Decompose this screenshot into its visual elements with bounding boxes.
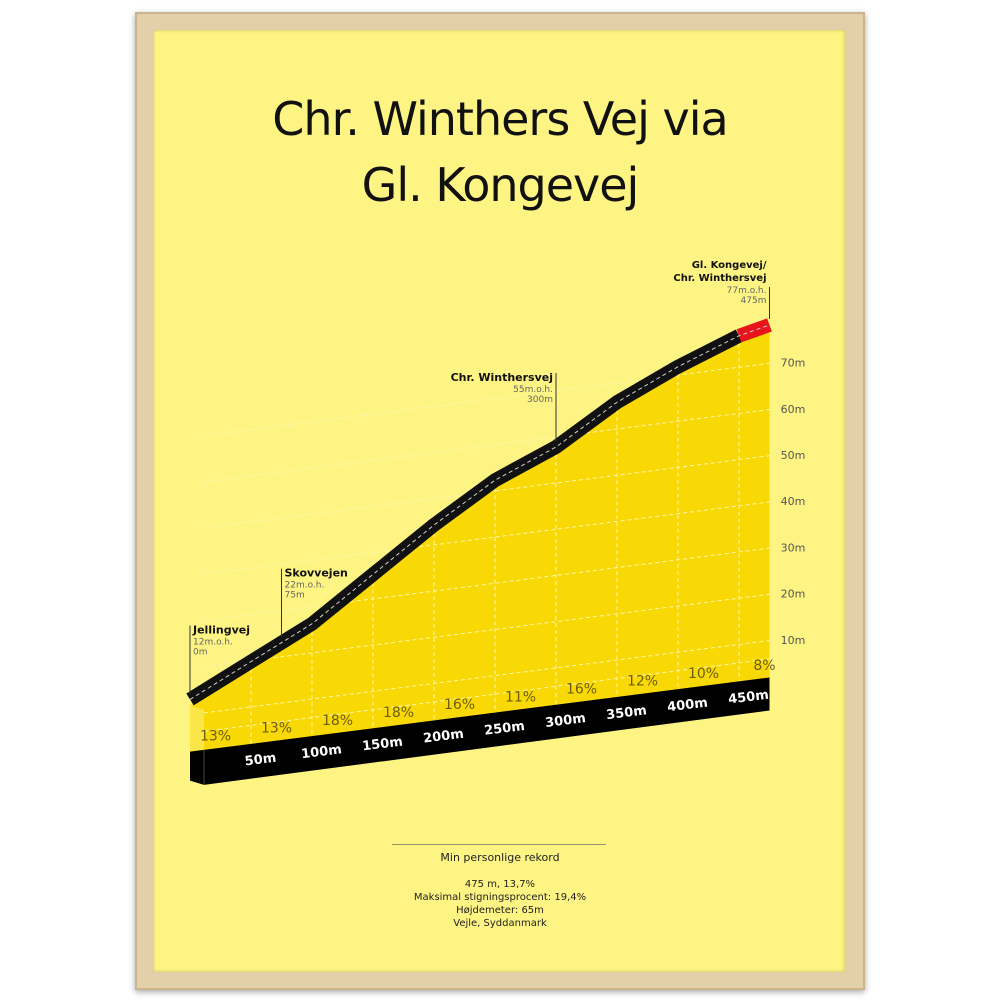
poster-title-line1: Chr. Winthers Vej via (272, 92, 728, 146)
waypoint-name: Skovvejen (285, 567, 348, 580)
y-tick-label: 70m (781, 357, 806, 370)
y-tick-label: 60m (781, 403, 806, 416)
waypoint-elevation: 55m.o.h. (513, 385, 553, 395)
footer-elevation-gain: Højdemeter: 65m (456, 905, 544, 916)
footer-divider (392, 844, 606, 845)
gradient-label: 16% (566, 682, 597, 698)
x-tick-label: 150m (361, 735, 403, 755)
waypoint-distance: 300m (527, 395, 553, 405)
waypoint-elevation: 22m.o.h. (285, 581, 325, 591)
poster-title-line2: Gl. Kongevej (361, 158, 640, 212)
y-tick-label: 30m (781, 541, 806, 554)
waypoint-distance: 475m (741, 296, 767, 306)
gradient-label: 8% (753, 658, 775, 674)
footer-heading: Min personlige rekord (440, 851, 560, 864)
footer-location: Vejle, Syddanmark (453, 918, 547, 929)
x-tick-label: 50m (244, 751, 277, 770)
gradient-label: 12% (627, 674, 658, 690)
gradient-label: 11% (505, 689, 536, 705)
y-tick-label: 50m (781, 449, 806, 462)
profile-area (190, 330, 770, 752)
waypoint-elevation: 12m.o.h. (193, 637, 233, 647)
footer-max-gradient: Maksimal stigningsprocent: 19,4% (413, 892, 587, 903)
x-tick-label: 450m (727, 688, 769, 708)
x-tick-label: 200m (422, 727, 464, 747)
waypoint-elevation: 77m.o.h. (727, 286, 767, 296)
x-tick-label: 250m (483, 719, 525, 739)
gradient-label: 18% (383, 705, 414, 721)
waypoint-name: Chr. Winthersvej (451, 371, 553, 384)
waypoint-name: Jellingvej (192, 623, 250, 636)
footer-stats: 475 m, 13,7% (464, 879, 536, 890)
x-tick-label: 300m (544, 711, 586, 731)
x-tick-label: 400m (666, 695, 708, 715)
x-tick-label: 100m (300, 742, 342, 762)
y-tick-label: 10m (781, 634, 806, 647)
gradient-label: 16% (444, 697, 475, 713)
y-tick-label: 40m (781, 495, 806, 508)
gradient-label: 10% (688, 666, 719, 682)
profile-side-face (190, 705, 204, 752)
distance-band (190, 677, 770, 785)
waypoint-distance: 75m (285, 591, 305, 601)
gradient-label: 13% (200, 728, 231, 744)
gradient-label: 18% (322, 713, 353, 729)
y-tick-label: 20m (781, 588, 806, 601)
x-tick-label: 350m (605, 703, 647, 723)
waypoint-name: Gl. Kongevej/ (692, 260, 767, 271)
waypoint-name: Chr. Winthersvej (673, 273, 766, 284)
road-centerline (189, 324, 770, 700)
waypoint-distance: 0m (193, 647, 208, 657)
gradient-label: 13% (261, 721, 292, 737)
